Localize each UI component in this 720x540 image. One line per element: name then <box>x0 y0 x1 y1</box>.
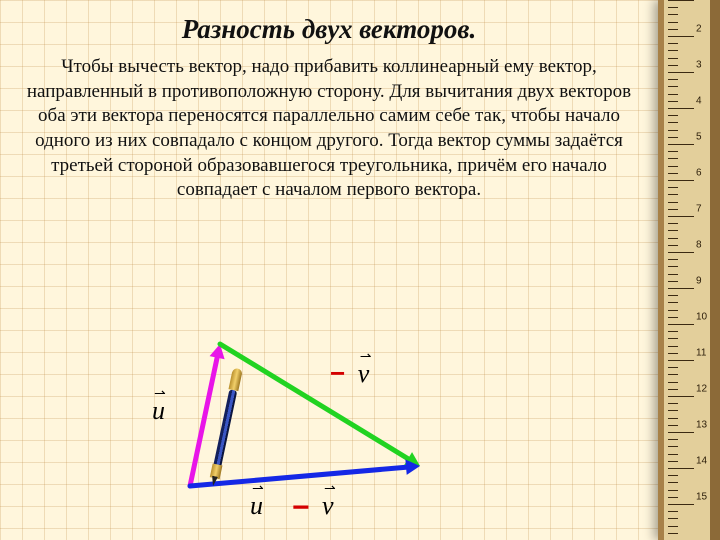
vector-svg <box>120 286 480 526</box>
label-result-u: ⇀u <box>250 491 263 521</box>
label-u: ⇀u <box>152 396 165 426</box>
body-paragraph: Чтобы вычесть вектор, надо прибавить кол… <box>20 55 638 203</box>
page-title: Разность двух векторов. <box>20 14 638 45</box>
slide: 23456789101112131415 Разность двух векто… <box>0 0 720 540</box>
vector-diagram: ⇀u − ⇀v ⇀u − ⇀v <box>120 286 480 526</box>
label-minus-v: − ⇀v <box>330 358 369 389</box>
label-result-v: ⇀v <box>322 491 334 521</box>
content-area: Разность двух векторов. Чтобы вычесть ве… <box>0 0 658 540</box>
label-result-minus: − <box>292 491 310 525</box>
ruler-decoration: 23456789101112131415 <box>658 0 720 540</box>
